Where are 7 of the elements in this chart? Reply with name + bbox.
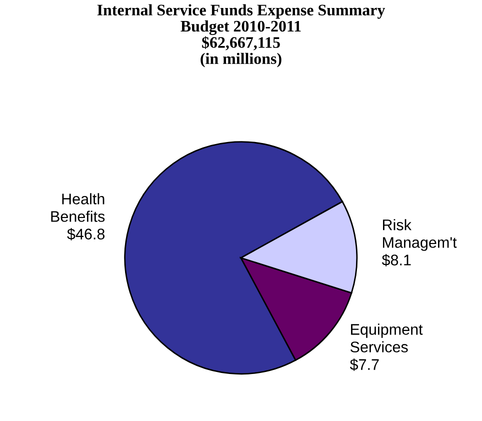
data-label: $46.8 <box>67 228 105 240</box>
chart-title: Internal Service Funds Expense Summary Budget 2010-2011 $62,667,115 (in millions) <box>97 4 386 68</box>
slice-label: Health Benefits <box>51 193 105 222</box>
data-label: $7.7 <box>350 358 379 371</box>
data-label: $8.1 <box>382 254 411 266</box>
slice-label: Equipment Services <box>350 324 423 352</box>
slice-label: Risk Managem't <box>383 219 457 251</box>
